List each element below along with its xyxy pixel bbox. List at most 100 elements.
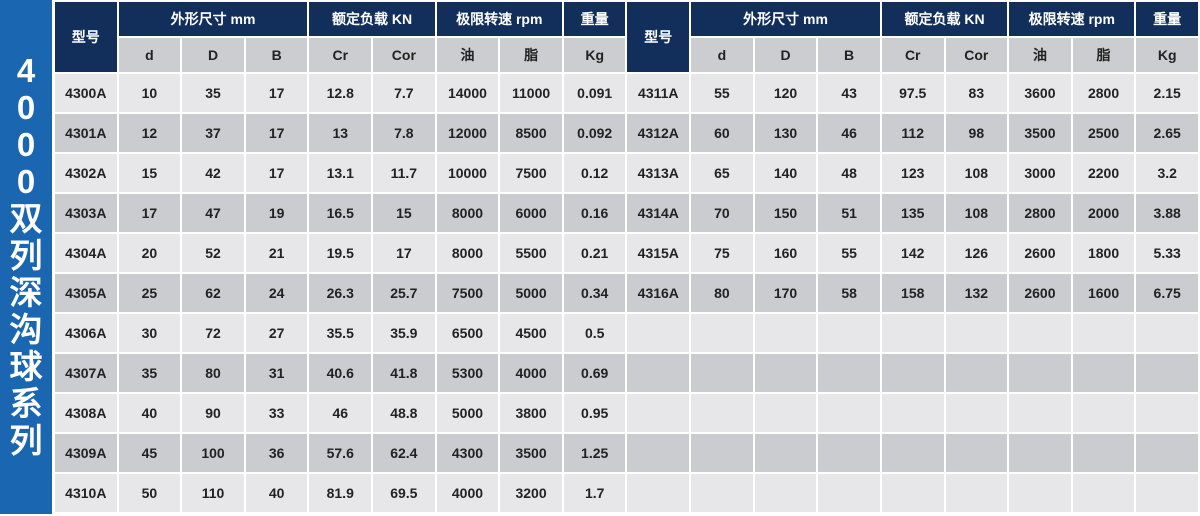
table-cell: 98	[945, 114, 1008, 152]
table-cell: 5000	[500, 274, 562, 312]
table-cell: 90	[182, 394, 244, 432]
table-cell	[818, 354, 880, 392]
subheader-1: D	[182, 38, 244, 72]
table-cell: 160	[754, 234, 817, 272]
table-cell: 8000	[436, 234, 499, 272]
table-cell	[1009, 474, 1071, 512]
table-cell: 83	[945, 74, 1008, 112]
subheader-1: D	[754, 38, 817, 72]
table-row: 4310A 50 110 40 81.9 69.5 4000 3200 1.7	[55, 474, 1198, 512]
table-cell: 6500	[436, 314, 499, 352]
table-cell: 4307A	[55, 354, 117, 392]
table-cell	[1009, 314, 1071, 352]
table-cell: 158	[881, 274, 944, 312]
table-cell	[1009, 434, 1071, 472]
series-title-char: 4	[16, 52, 36, 89]
table-cell: 42	[182, 154, 244, 192]
table-cell: 0.34	[563, 274, 626, 312]
table-cell	[1072, 354, 1135, 392]
table-cell: 17	[245, 74, 308, 112]
table-cell: 2600	[1009, 234, 1071, 272]
table-row: 4303A 17 47 19 16.5 15 8000 6000 0.16 4314A 70 150 5…	[55, 194, 1198, 232]
table-cell: 100	[182, 434, 244, 472]
table-cell: 4310A	[55, 474, 117, 512]
table-cell: 57.6	[309, 434, 372, 472]
table-cell	[818, 474, 880, 512]
table-cell	[945, 474, 1008, 512]
table-cell: 48	[818, 154, 880, 192]
table-row: 4302A 15 42 17 13.1 11.7 10000 7500 0.12 4313A 65 1…	[55, 154, 1198, 192]
table-cell: 81.9	[309, 474, 372, 512]
table-cell: 5500	[500, 234, 562, 272]
table-cell: 3000	[1009, 154, 1071, 192]
table-cell: 4314A	[627, 194, 690, 232]
table-cell: 35.9	[373, 314, 435, 352]
table-cell: 17	[373, 234, 435, 272]
model-header: 型号	[55, 2, 117, 72]
table-cell	[1009, 394, 1071, 432]
table-cell: 17	[245, 114, 308, 152]
table-cell: 37	[182, 114, 244, 152]
table-cell: 14000	[436, 74, 499, 112]
table-row: 4306A 30 72 27 35.5 35.9 6500 4500 0.5	[55, 314, 1198, 352]
table-cell	[1072, 434, 1135, 472]
table-cell: 8000	[436, 194, 499, 232]
load-header: 额定负载 KN	[309, 2, 435, 36]
table-cell: 2.65	[1136, 114, 1198, 152]
table-cell: 120	[754, 74, 817, 112]
table-cell: 13.1	[309, 154, 372, 192]
subheader-4: Cor	[945, 38, 1008, 72]
series-title-char: 0	[16, 126, 36, 163]
table-cell: 19	[245, 194, 308, 232]
table-cell: 6000	[500, 194, 562, 232]
subheader-6: 脂	[1072, 38, 1135, 72]
table-cell: 3.2	[1136, 154, 1198, 192]
table-cell	[691, 434, 753, 472]
table-cell: 46	[309, 394, 372, 432]
table-cell: 110	[182, 474, 244, 512]
table-cell: 0.16	[563, 194, 626, 232]
table-cell: 24	[245, 274, 308, 312]
table-cell	[754, 354, 817, 392]
table-cell	[754, 314, 817, 352]
table-cell: 55	[818, 234, 880, 272]
table-cell	[754, 394, 817, 432]
table-cell: 30	[118, 314, 181, 352]
table-row: 4307A 35 80 31 40.6 41.8 5300 4000 0.69	[55, 354, 1198, 392]
table-cell: 4304A	[55, 234, 117, 272]
weight-header: 重量	[563, 2, 626, 36]
table-cell: 1.25	[563, 434, 626, 472]
table-cell: 25.7	[373, 274, 435, 312]
table-cell: 15	[118, 154, 181, 192]
table-cell: 40	[245, 474, 308, 512]
table-cell: 7.8	[373, 114, 435, 152]
table-cell	[1136, 394, 1198, 432]
table-cell: 5.33	[1136, 234, 1198, 272]
table-cell: 10000	[436, 154, 499, 192]
weight-header: 重量	[1136, 2, 1198, 36]
table-cell: 4000	[436, 474, 499, 512]
subheader-0: d	[118, 38, 181, 72]
table-cell	[881, 394, 944, 432]
table-cell: 65	[691, 154, 753, 192]
table-cell: 52	[182, 234, 244, 272]
table-cell: 75	[691, 234, 753, 272]
speed-header: 极限转速 rpm	[436, 2, 562, 36]
table-row: 4305A 25 62 24 26.3 25.7 7500 5000 0.34 4316A 80 17…	[55, 274, 1198, 312]
table-cell	[627, 354, 690, 392]
table-cell: 2.15	[1136, 74, 1198, 112]
speed-header: 极限转速 rpm	[1009, 2, 1135, 36]
table-cell: 142	[881, 234, 944, 272]
table-cell: 62	[182, 274, 244, 312]
table-cell: 12000	[436, 114, 499, 152]
table-cell	[627, 394, 690, 432]
table-cell: 58	[818, 274, 880, 312]
table-cell	[691, 474, 753, 512]
table-cell	[754, 434, 817, 472]
table-cell: 1600	[1072, 274, 1135, 312]
table-cell: 4315A	[627, 234, 690, 272]
table-cell	[1072, 394, 1135, 432]
table-cell: 70	[691, 194, 753, 232]
table-cell	[1072, 474, 1135, 512]
subheader-5: 油	[436, 38, 499, 72]
